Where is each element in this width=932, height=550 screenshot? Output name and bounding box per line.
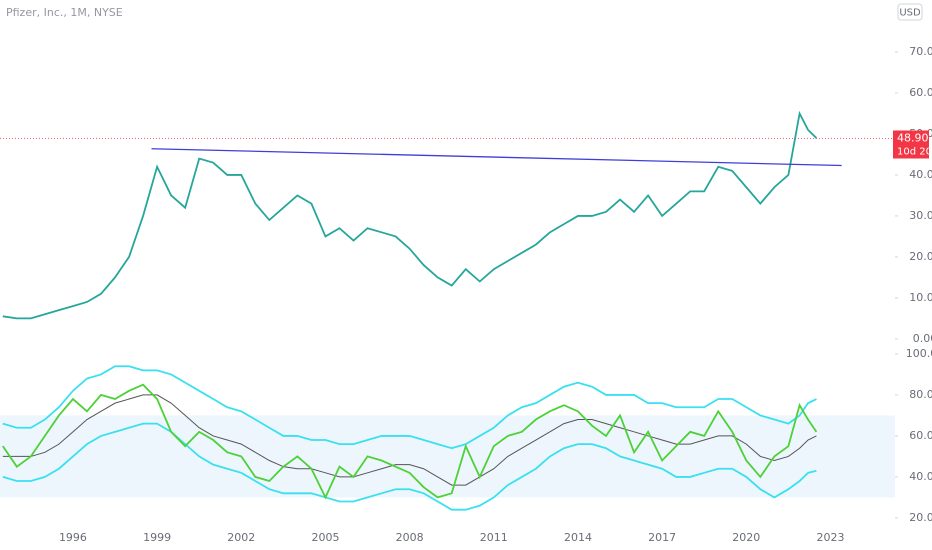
last-price-box — [893, 130, 929, 159]
currency-badge[interactable] — [897, 3, 923, 21]
x-tick-label: 2020 — [732, 531, 760, 544]
y-tick-label: 70.00 — [909, 45, 932, 58]
y-tick-label: 80.00 — [909, 388, 932, 401]
line-series — [2, 422, 817, 511]
last-price-label: 48.90 — [897, 131, 929, 144]
currency[interactable]: USD — [899, 8, 921, 19]
trendline — [151, 148, 842, 167]
y-tick-label: 10.00 — [909, 291, 932, 304]
x-tick-label: 2011 — [480, 531, 508, 544]
line-series — [2, 394, 817, 486]
x-tick-label: 2002 — [227, 531, 255, 544]
y-tick-label: 100.00 — [906, 347, 932, 360]
line-series — [2, 365, 817, 450]
y-tick-label: 30.00 — [909, 209, 932, 222]
chart-title: Pfizer, Inc., 1M, NYSE — [6, 6, 123, 19]
line-series — [2, 110, 818, 320]
x-tick-label: 2014 — [564, 531, 592, 544]
y-tick-label: 60.00 — [909, 429, 932, 442]
x-tick-label: 2017 — [648, 531, 676, 544]
line-series — [2, 383, 818, 500]
y-tick-label: 20.00 — [909, 511, 932, 524]
x-tick-label: 1999 — [143, 531, 171, 544]
y-tick-label: 20.00 — [909, 250, 932, 263]
y-tick-label: 60.00 — [909, 86, 932, 99]
y-tick-label: 40.00 — [909, 470, 932, 483]
y-tick-label: 0.00 — [913, 332, 932, 345]
x-tick-label: 2023 — [816, 531, 844, 544]
x-tick-label: 1996 — [59, 531, 87, 544]
x-tick-label: 2008 — [396, 531, 424, 544]
countdown: 10d 20h — [897, 146, 932, 157]
x-tick-label: 2005 — [311, 531, 339, 544]
y-tick-label: 40.00 — [909, 168, 932, 181]
rsi-band — [0, 415, 895, 498]
